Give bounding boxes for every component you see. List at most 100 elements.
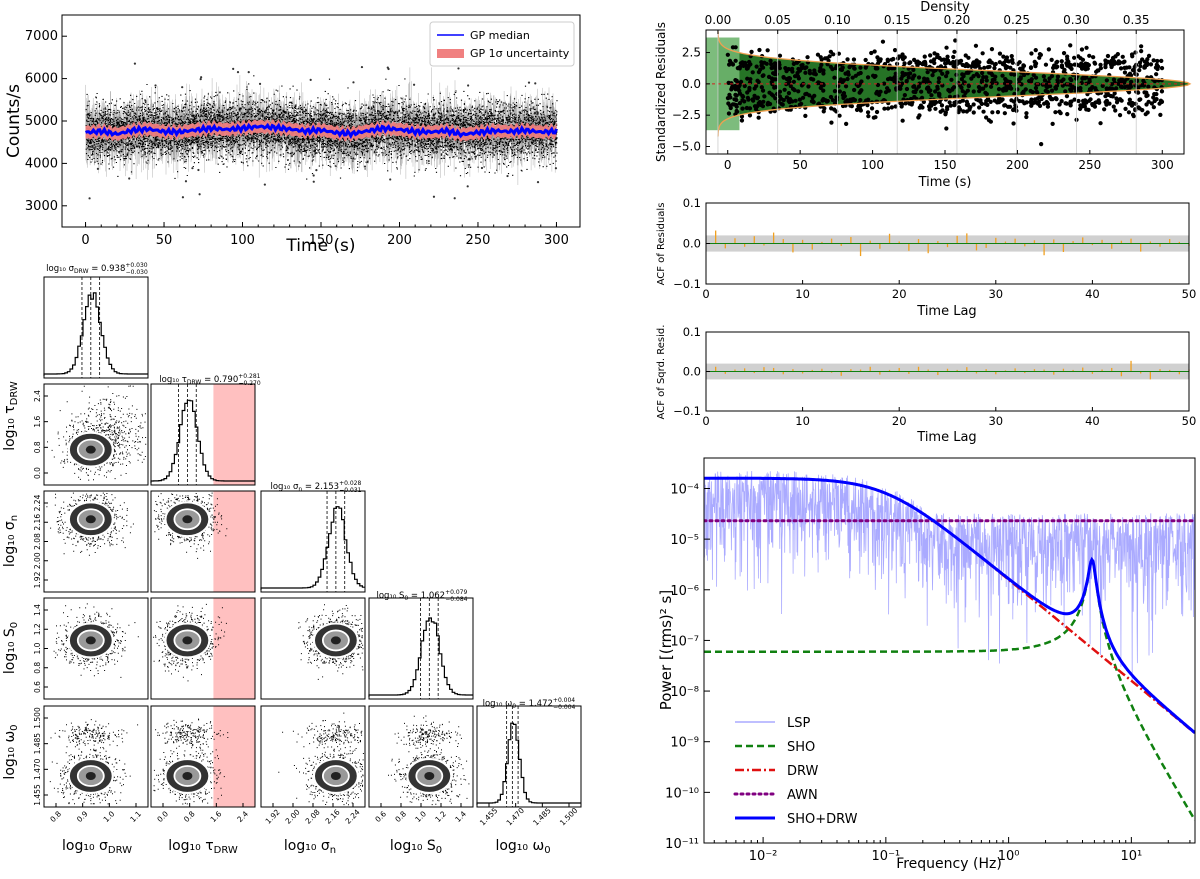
corner-x-tick-label: 1.500 xyxy=(558,806,580,828)
lightcurve-outlier xyxy=(181,86,184,89)
corner-y-tick-label: 1.4 xyxy=(33,604,42,616)
residuals-ylabel: Standardized Residuals xyxy=(654,22,668,162)
acf-residuals-plot-area xyxy=(706,230,1190,257)
x-tick-label: 20 xyxy=(892,287,907,301)
corner-x-tick-label: 0.8 xyxy=(182,809,197,824)
corner-y-tick-label: 1.92 xyxy=(33,571,42,588)
x-tick-label: 30 xyxy=(988,287,1003,301)
x-tick-label: 10⁻² xyxy=(749,849,778,864)
x-tick-label: 10 xyxy=(795,414,810,428)
corner-2d-4-0 xyxy=(43,705,149,808)
lightcurve-outlier xyxy=(467,84,470,87)
lightcurve-outlier xyxy=(181,196,185,199)
corner-x-tick-label: 0.8 xyxy=(48,809,63,824)
cell-frame xyxy=(150,597,256,700)
prior-region xyxy=(213,706,255,807)
corner-xlabel-sigma-n: log₁₀ σn xyxy=(284,838,336,856)
prior-region xyxy=(213,491,255,592)
corner-x-tick-label: 2.4 xyxy=(235,809,250,824)
corner-xlabel-s0: log₁₀ S0 xyxy=(390,838,442,856)
corner-2d-2-0 xyxy=(43,490,149,593)
top-x-tick-label: 0.05 xyxy=(764,13,791,27)
contour-core xyxy=(182,636,193,645)
residuals-top-xlabel: Density xyxy=(920,0,970,15)
lightcurve-outlier xyxy=(536,181,540,184)
y-tick-label: 0.1 xyxy=(683,325,701,339)
corner-x-tick-label: 1.6 xyxy=(209,809,224,824)
x-tick-label: 40 xyxy=(1085,414,1100,428)
lightcurve-outlier xyxy=(200,76,203,79)
x-tick-label: 10⁰ xyxy=(998,849,1020,864)
contour-core xyxy=(424,771,435,780)
acf-squared-xlabel: Time Lag xyxy=(916,430,976,445)
lightcurve-outlier xyxy=(480,166,484,170)
lightcurve-outlier xyxy=(133,62,137,65)
lightcurve-xlabel: Time (s) xyxy=(285,236,355,256)
contour-core xyxy=(330,636,341,645)
lightcurve-outlier xyxy=(386,66,389,69)
contour-core xyxy=(85,771,96,780)
x-tick-label: 50 xyxy=(793,158,808,172)
x-tick-label: 200 xyxy=(387,233,412,248)
corner-y-tick-label: 0.8 xyxy=(33,662,42,674)
lightcurve-outlier xyxy=(236,71,240,74)
corner-y-tick-label: 0.8 xyxy=(33,441,42,453)
legend-gp-uncertainty-label: GP 1σ uncertainty xyxy=(470,47,570,60)
corner-hist-2 xyxy=(260,490,366,593)
x-tick-label: 10 xyxy=(795,287,810,301)
cell-frame xyxy=(150,490,256,593)
x-tick-label: 0 xyxy=(724,158,732,172)
corner-y-tick-label: 1.500 xyxy=(33,707,42,729)
corner-title-sigma-drw: log₁₀ σDRW = 0.938+0.030 −0.030 xyxy=(46,262,148,276)
corner-xlabel-sigma-drw: log₁₀ σDRW xyxy=(62,838,132,856)
lightcurve-outlier xyxy=(360,65,364,69)
cell-frame xyxy=(260,490,366,593)
lightcurve-outlier xyxy=(96,167,99,170)
y-tick-label: −0.1 xyxy=(673,277,701,291)
lightcurve-outlier xyxy=(363,165,367,168)
contour-core xyxy=(330,771,341,780)
corner-plot: 0.00.81.62.41.922.002.082.162.240.60.81.… xyxy=(33,276,582,828)
cell-frame xyxy=(260,597,366,700)
corner-ylabel-tau-drw: log₁₀ τDRW xyxy=(2,381,20,451)
corner-hist-3 xyxy=(368,597,474,700)
histogram-step xyxy=(150,399,255,483)
corner-y-tick-label: 0.0 xyxy=(33,467,42,479)
lightcurve-outlier xyxy=(453,197,456,200)
corner-x-tick-label: 1.92 xyxy=(264,807,282,825)
y-tick-label: 10⁻⁸ xyxy=(670,685,699,700)
x-tick-label: 50 xyxy=(1182,414,1197,428)
corner-2d-2-1 xyxy=(150,490,256,593)
lightcurve-outlier xyxy=(457,67,460,70)
x-tick-label: 150 xyxy=(309,233,334,248)
top-x-tick-label: 0.15 xyxy=(884,13,911,27)
contour-core xyxy=(85,515,96,524)
acf-residuals-panel: 0 10 20 30 40 50 −0.1 0.0 0.1 Time Lag ACF of Re… xyxy=(656,196,1196,319)
y-tick-label: 5000 xyxy=(25,114,58,129)
corner-y-tick-label: 1.485 xyxy=(33,733,42,755)
x-tick-label: 100 xyxy=(861,158,884,172)
legend-gp-uncertainty-swatch xyxy=(437,49,464,58)
prior-region xyxy=(213,598,255,699)
corner-hist-0 xyxy=(43,276,149,379)
lightcurve-plot-area xyxy=(84,62,558,200)
corner-y-tick-label: 2.24 xyxy=(33,494,42,511)
corner-2d-1-0 xyxy=(43,383,149,486)
psd-plot-area xyxy=(704,470,1195,821)
y-tick-label: 10⁻¹¹ xyxy=(665,837,699,852)
y-tick-label: 7000 xyxy=(25,29,58,44)
y-tick-label: 10⁻¹⁰ xyxy=(665,786,699,801)
corner-x-tick-label: 0.6 xyxy=(373,809,388,824)
lightcurve-outlier xyxy=(315,169,318,172)
lightcurve-outlier xyxy=(197,168,200,172)
psd-lsp-line xyxy=(704,470,1195,682)
cell-frame xyxy=(368,597,474,700)
y-tick-label: 2.5 xyxy=(682,46,701,60)
lightcurve-outlier xyxy=(154,84,157,87)
legend-gp-median-label: GP median xyxy=(470,29,530,42)
histogram-step xyxy=(476,722,581,805)
corner-2d-4-2 xyxy=(260,705,366,808)
corner-ylabel-s0: log₁₀ S0 xyxy=(2,622,20,674)
corner-2d-3-2 xyxy=(260,597,366,700)
